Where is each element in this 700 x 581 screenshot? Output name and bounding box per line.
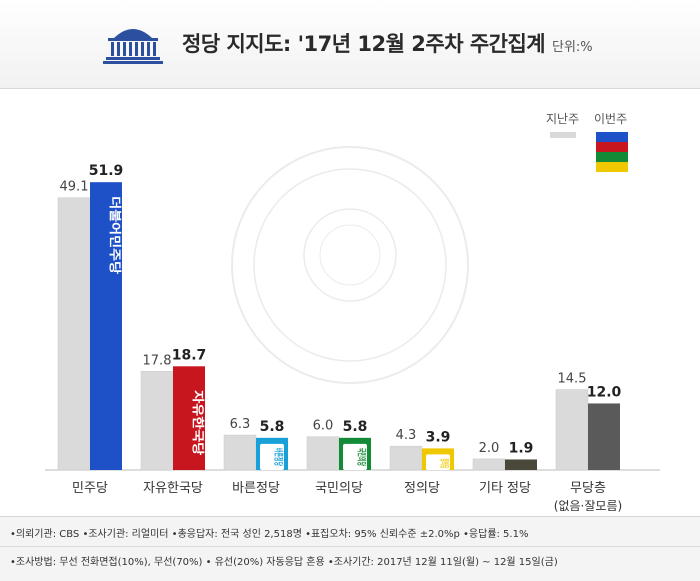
bar-previous-1 bbox=[140, 371, 174, 471]
footer-survey-method: •조사방법: 무선 전화면접(10%), 무선(70%) • 유선(20%) 자… bbox=[10, 557, 558, 568]
party-logo-2: 바른정당 bbox=[273, 448, 285, 467]
party-logo-box-2 bbox=[260, 443, 284, 470]
category-sublabel-6: (없음·잘모름) bbox=[554, 499, 622, 513]
chart-title: 정당 지지도: '17년 12월 2주차 주간집계 bbox=[182, 32, 546, 56]
legend: 지난주 이번주 bbox=[540, 110, 640, 180]
category-label-1: 자유한국당 bbox=[143, 481, 203, 496]
party-logo-3: 국민의당 bbox=[356, 448, 368, 467]
value-label-current-6: 12.0 bbox=[587, 384, 622, 400]
value-label-current-1: 18.7 bbox=[172, 347, 207, 363]
category-label-2: 바른정당 bbox=[232, 481, 280, 496]
party-logo-box-4 bbox=[426, 454, 450, 470]
value-label-previous-3: 6.0 bbox=[313, 419, 334, 434]
header-bar: 정당 지지도: '17년 12월 2주차 주간집계 단위:% bbox=[0, 0, 700, 89]
category-label-5: 기타 정당 bbox=[479, 481, 531, 496]
party-logo-box-3 bbox=[343, 443, 367, 470]
value-label-previous-4: 4.3 bbox=[396, 428, 417, 443]
value-label-current-4: 3.9 bbox=[426, 429, 451, 445]
watermark-seal bbox=[231, 146, 469, 384]
bar-previous-5 bbox=[472, 458, 506, 471]
unit-label: 단위:% bbox=[552, 40, 593, 55]
legend-current-swatch bbox=[596, 132, 628, 172]
footer-survey-info: •의뢰기관: CBS •조사기관: 리얼미터 •총응답자: 전국 성인 2,51… bbox=[10, 529, 529, 540]
legend-current-stripe-3 bbox=[596, 162, 628, 172]
bar-current-0 bbox=[90, 182, 122, 470]
bar-previous-4 bbox=[389, 445, 423, 471]
legend-previous-label: 지난주 bbox=[546, 112, 580, 126]
value-label-current-2: 5.8 bbox=[260, 419, 285, 435]
party-logo-4: 정의당 bbox=[439, 458, 451, 468]
category-label-4: 정의당 bbox=[404, 481, 440, 496]
category-label-6: 무당층 bbox=[570, 481, 606, 496]
bar-current-1 bbox=[173, 366, 205, 470]
legend-current-label: 이번주 bbox=[594, 112, 628, 126]
bar-previous-2 bbox=[223, 434, 257, 471]
party-logo-1: 자유한국당 bbox=[191, 390, 206, 455]
legend-current-stripe-1 bbox=[596, 142, 628, 152]
value-label-previous-6: 14.5 bbox=[558, 372, 587, 387]
legend-current-stripe-2 bbox=[596, 152, 628, 162]
value-label-current-5: 1.9 bbox=[509, 440, 534, 456]
value-label-previous-0: 49.1 bbox=[60, 180, 89, 195]
value-label-previous-1: 17.8 bbox=[143, 353, 172, 368]
value-label-current-3: 5.8 bbox=[343, 419, 368, 435]
value-label-previous-2: 6.3 bbox=[230, 417, 251, 432]
category-label-3: 국민의당 bbox=[315, 481, 363, 496]
bar-previous-0 bbox=[57, 197, 91, 471]
legend-current-stripe-0 bbox=[596, 132, 628, 142]
bar-previous-3 bbox=[306, 436, 340, 471]
value-label-previous-5: 2.0 bbox=[479, 441, 500, 456]
bar-current-6 bbox=[588, 403, 620, 470]
national-assembly-icon bbox=[103, 29, 163, 64]
legend-previous-swatch bbox=[550, 132, 576, 138]
bar-current-5 bbox=[505, 459, 537, 470]
survey-footer: •의뢰기관: CBS •조사기관: 리얼미터 •총응답자: 전국 성인 2,51… bbox=[0, 516, 700, 581]
bar-previous-6 bbox=[555, 389, 589, 471]
party-logo-0: 더불어민주당 bbox=[108, 196, 123, 274]
category-label-0: 민주당 bbox=[72, 481, 108, 496]
value-label-current-0: 51.9 bbox=[89, 163, 124, 179]
footer-divider bbox=[0, 546, 700, 547]
